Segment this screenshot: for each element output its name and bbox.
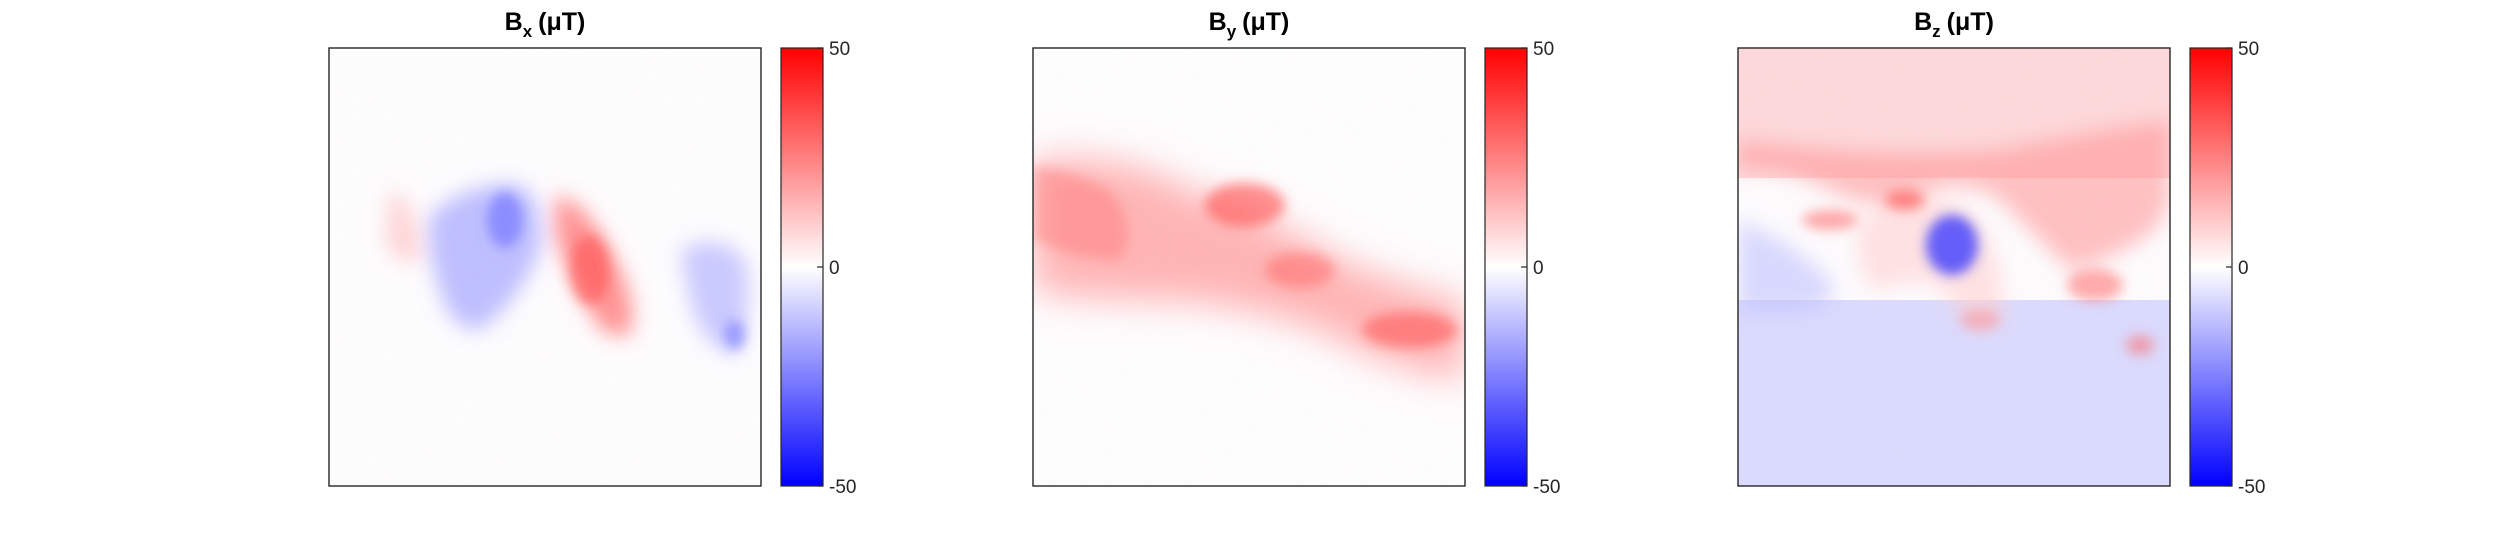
title-unit: (μT) bbox=[1947, 8, 1994, 36]
colorbar-by: 50 0 -50 bbox=[1484, 39, 1560, 498]
panel-bx: Bx (μT) 50 0 -50 bbox=[328, 8, 856, 498]
title-symbol: B bbox=[505, 8, 523, 36]
title-unit: (μT) bbox=[1242, 8, 1289, 36]
panel-title: Bz (μT) bbox=[1914, 8, 1994, 41]
colorbar-gradient bbox=[2189, 47, 2233, 487]
colorbar-tick-label: -50 bbox=[2238, 477, 2265, 498]
title-subscript: z bbox=[1932, 22, 1941, 41]
title-subscript: x bbox=[523, 22, 533, 41]
panel-title: Bx (μT) bbox=[505, 8, 586, 41]
colorbar-tick-label: 0 bbox=[829, 258, 840, 279]
title-symbol: B bbox=[1914, 8, 1932, 36]
colorbar-tick-label: -50 bbox=[829, 477, 856, 498]
colorbar-tick-label: 0 bbox=[2238, 258, 2249, 279]
colorbar-tick-label: 50 bbox=[1533, 39, 1554, 60]
axes-frame bbox=[328, 47, 762, 487]
title-symbol: B bbox=[1209, 8, 1227, 36]
heatmap-bx bbox=[329, 48, 761, 486]
colorbar-bx: 50 0 -50 bbox=[780, 39, 856, 498]
heatmap-bz bbox=[1738, 48, 2170, 486]
panel-by: By (μT) 50 0 -50 bbox=[1032, 8, 1560, 498]
colorbar-tick-label: -50 bbox=[1533, 477, 1560, 498]
axes-frame bbox=[1737, 47, 2171, 487]
colorbar-tick-label: 50 bbox=[2238, 39, 2259, 60]
bz-red-boundary bbox=[1738, 120, 2170, 270]
bz-blue-spot bbox=[1926, 215, 1978, 275]
title-unit: (μT) bbox=[538, 8, 585, 36]
title-subscript: y bbox=[1227, 22, 1237, 41]
colorbar-tick-label: 50 bbox=[829, 39, 850, 60]
axes-frame bbox=[1032, 47, 1466, 487]
bx-red-left bbox=[385, 190, 420, 263]
colorbar-gradient bbox=[1484, 47, 1528, 487]
panel-bz: Bz (μT) bbox=[1737, 8, 2265, 498]
colorbar-gradient bbox=[780, 47, 824, 487]
colorbar-tick-label: 0 bbox=[1533, 258, 1544, 279]
colorbar-bz: 50 0 -50 bbox=[2189, 39, 2265, 498]
panel-title: By (μT) bbox=[1209, 8, 1290, 41]
by-red-band bbox=[1033, 158, 1465, 380]
heatmap-by bbox=[1033, 48, 1465, 486]
